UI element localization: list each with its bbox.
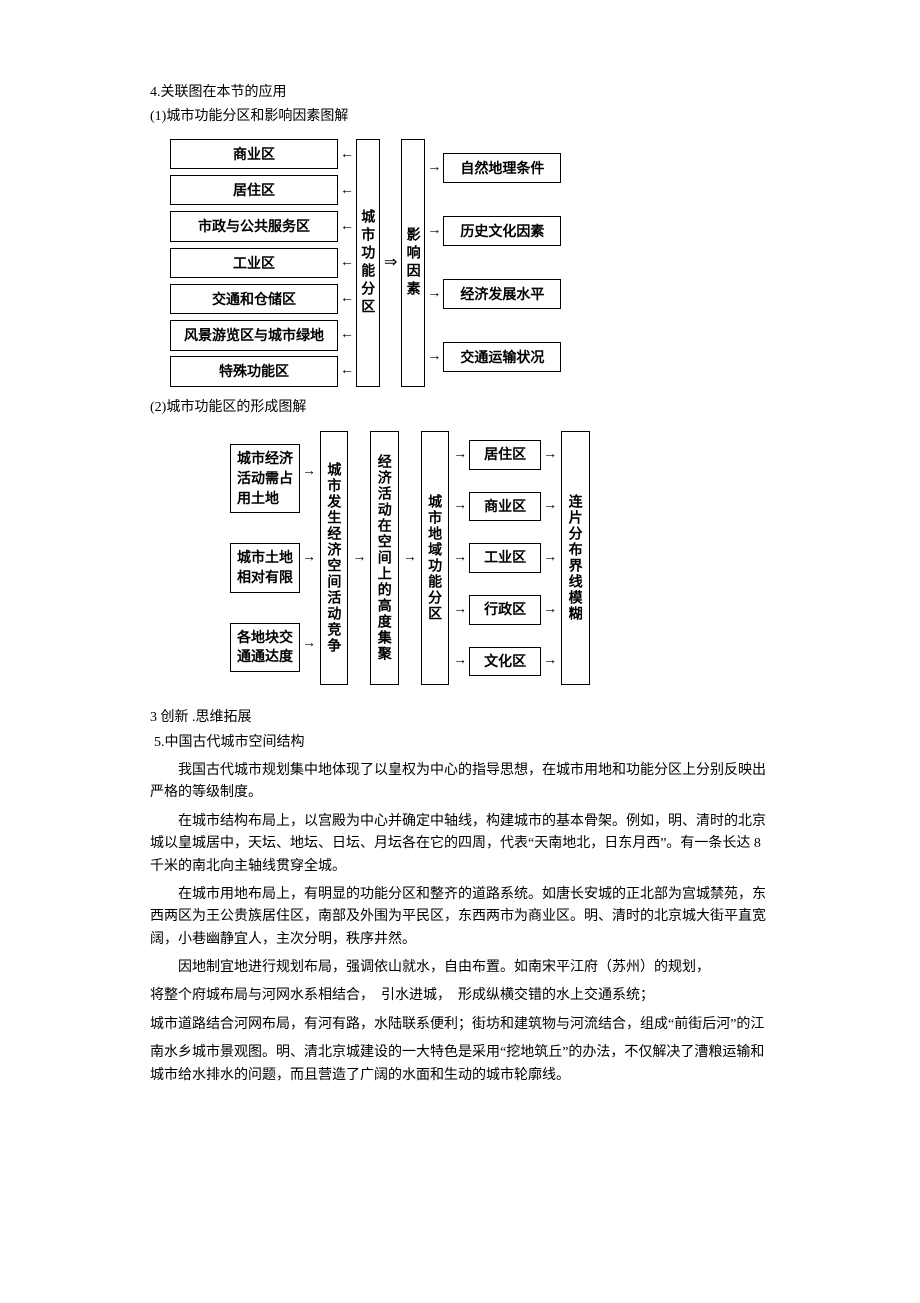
arrow-left-icon: ← [340,353,354,389]
d1-right-box: 自然地理条件 [443,153,561,183]
arrow-right-icon: → [543,495,557,517]
d2-box: 城市经济 活动需占 用土地 [230,444,300,513]
arrow-right-icon: → [302,461,316,483]
section-3-header: 3 创新 .思维拓展 [150,707,770,729]
arrow-right-icon: → [401,429,419,687]
arrow-left-icon: ← [340,245,354,281]
paragraph: 我国古代城市规划集中地体现了以皇权为中心的指导思想，在城市用地和功能分区上分别反… [150,760,770,805]
d2-box: 工业区 [469,543,541,573]
d2-vbox-2: 经济活动在空间上的高度集聚 [370,431,398,685]
arrow-left-icon: ← [340,173,354,209]
arrow-right-icon: → [453,547,467,569]
paragraph: 将整个府城布局与河网水系相结合， 引水进城， 形成纵横交错的水上交通系统； [150,985,770,1007]
arrow-left-icon: ← [340,137,354,173]
d1-left-column: 商业区 居住区 市政与公共服务区 工业区 交通和仓储区 风景游览区与城市绿地 特… [170,137,338,389]
d2-vbox-3: 城市地域功能分区 [421,431,449,685]
d1-left-arrows: ← ← ← ← ← ← ← [340,137,354,389]
section-4-title: 4.关联图在本节的应用 [150,82,770,104]
d1-left-box: 商业区 [170,139,338,169]
section-4-sub2: (2)城市功能区的形成图解 [150,397,770,419]
arrow-right-icon: → [453,444,467,466]
d1-mid-box-2: 影响因素 [401,139,425,387]
d1-right-box: 历史文化因素 [443,216,561,246]
arrow-right-icon: → [427,346,441,368]
big-arrow-icon: ⇒ [380,137,401,389]
d1-right-box: 交通运输状况 [443,342,561,372]
d1-left-box: 风景游览区与城市绿地 [170,320,338,350]
arrow-right-icon: → [543,599,557,621]
d2-arrows-1: → → → [302,429,316,687]
arrow-right-icon: → [453,495,467,517]
section-4-sub1: (1)城市功能分区和影响因素图解 [150,106,770,128]
d1-left-box: 特殊功能区 [170,356,338,386]
section-5-title: 5.中国古代城市空间结构 [154,732,770,754]
arrow-right-icon: → [543,650,557,672]
d1-left-box: 市政与公共服务区 [170,211,338,241]
d1-right-column: 自然地理条件 历史文化因素 经济发展水平 交通运输状况 [443,137,561,389]
arrow-right-icon: → [453,650,467,672]
d2-box: 城市土地 相对有限 [230,543,300,592]
d2-box: 商业区 [469,492,541,522]
d2-arrows-2: → → → → → [453,429,467,687]
arrow-left-icon: ← [340,317,354,353]
d2-right-column: 居住区 商业区 工业区 行政区 文化区 [469,429,541,687]
arrow-right-icon: → [453,599,467,621]
paragraph: 南水乡城市景观图。明、清北京城建设的一大特色是采用“挖地筑丘”的办法，不仅解决了… [150,1042,770,1087]
paragraph: 在城市用地布局上，有明显的功能分区和整齐的道路系统。如唐长安城的正北部为宫城禁苑… [150,884,770,951]
arrow-right-icon: → [427,283,441,305]
d1-left-box: 交通和仓储区 [170,284,338,314]
arrow-right-icon: → [302,633,316,655]
d2-vbox-1: 城市发生经济空间活动竞争 [320,431,348,685]
paragraph: 城市道路结合河网布局，有河有路，水陆联系便利；街坊和建筑物与河流结合，组成“前街… [150,1014,770,1036]
diagram-1: 商业区 居住区 市政与公共服务区 工业区 交通和仓储区 风景游览区与城市绿地 特… [170,137,770,389]
d1-right-box: 经济发展水平 [443,279,561,309]
d2-col1: 城市经济 活动需占 用土地 城市土地 相对有限 各地块交 通通达度 [230,429,300,687]
d2-box: 行政区 [469,595,541,625]
arrow-right-icon: → [350,429,368,687]
d2-box: 居住区 [469,440,541,470]
d1-left-box: 居住区 [170,175,338,205]
d2-arrows-3: → → → → → [543,429,557,687]
d1-right-arrows: → → → → [427,137,441,389]
arrow-right-icon: → [427,220,441,242]
d2-vbox-4: 连片分布界线模糊 [561,431,589,685]
paragraph: 在城市结构布局上，以宫殿为中心并确定中轴线，构建城市的基本骨架。例如，明、清时的… [150,811,770,878]
paragraph: 因地制宜地进行规划布局，强调依山就水，自由布置。如南宋平江府（苏州）的规划， [150,957,770,979]
d1-left-box: 工业区 [170,248,338,278]
d2-box: 各地块交 通通达度 [230,623,300,672]
diagram-2: 城市经济 活动需占 用土地 城市土地 相对有限 各地块交 通通达度 → → → … [230,429,770,687]
arrow-right-icon: → [543,547,557,569]
d2-box: 文化区 [469,647,541,677]
arrow-left-icon: ← [340,209,354,245]
d1-mid-box-1: 城市功能分区 [356,139,380,387]
arrow-right-icon: → [543,444,557,466]
arrow-right-icon: → [302,547,316,569]
arrow-left-icon: ← [340,281,354,317]
arrow-right-icon: → [427,157,441,179]
